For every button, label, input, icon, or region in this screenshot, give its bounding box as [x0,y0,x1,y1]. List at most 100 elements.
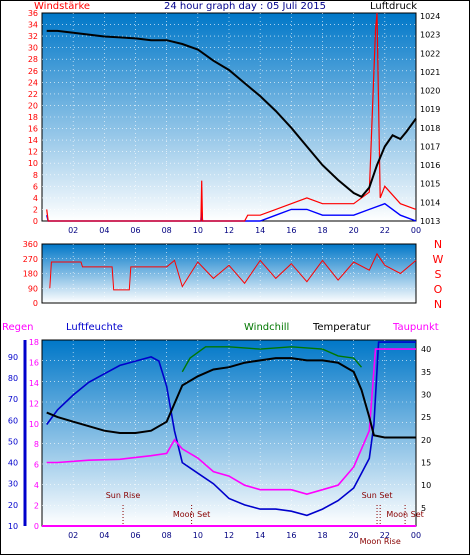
rain-label: Regen [2,322,34,333]
x-tick-label: 20 [349,226,359,235]
x-tick-label: 22 [380,531,390,540]
temperature-y-tick: 10 [421,481,431,490]
pressure-y-tick: 1023 [420,31,440,40]
x-tick-label: 14 [255,531,265,540]
pressure-y-tick: 1016 [420,161,440,170]
temperature-y-tick: 15 [421,458,431,467]
humidity-y-tick: 60 [8,416,18,425]
pressure-y-tick: 1017 [420,142,440,151]
rain-y-tick: 4 [34,481,39,490]
rain-y-tick: 2 [34,502,39,511]
wind-y-tick: 16 [28,125,38,134]
wind-y-tick: 34 [28,21,38,30]
temperature-y-tick: 30 [421,390,431,399]
wind-y-tick: 24 [28,78,38,87]
wind-y-tick: 36 [28,9,38,18]
pressure-y-tick: 1024 [420,12,440,21]
wind-y-tick: 0 [33,217,38,226]
wind-y-tick: 4 [33,194,38,203]
pressure-y-tick: 1015 [420,180,440,189]
dewpoint-label: Taupunkt [392,322,439,333]
pressure-y-tick: 1013 [420,217,440,226]
x-tick-label: 08 [162,531,172,540]
rain-y-tick: 10 [29,420,39,429]
rain-y-tick: 18 [29,338,39,347]
wind-y-tick: 8 [33,171,38,180]
pressure-y-tick: 1021 [420,68,440,77]
x-tick-label: 16 [286,531,296,540]
x-tick-label: 04 [99,531,109,540]
wind-y-tick: 32 [28,32,38,41]
wind-y-tick: 6 [33,182,38,191]
x-tick-label: 08 [162,226,172,235]
pressure-axis-label: Luftdruck [370,1,417,12]
direction-y-tick: 360 [23,240,38,249]
wind-y-tick: 14 [28,136,38,145]
rain-y-tick: 12 [29,399,39,408]
rain-y-tick: 0 [34,522,39,531]
temperature-humidity-panel: 0246810121416181020304050607080905101520… [8,338,431,546]
pressure-series-line [46,29,417,199]
compass-label: S [435,268,442,281]
x-tick-label: 00 [411,531,421,540]
pressure-y-tick: 1022 [420,49,440,58]
x-tick-label: 04 [99,226,109,235]
rain-y-tick: 8 [34,440,39,449]
x-tick-label: 06 [130,226,140,235]
temperature-y-tick: 25 [421,413,431,422]
wind-y-tick: 26 [28,67,38,76]
x-tick-label: 14 [255,226,265,235]
rain-y-tick: 6 [34,461,39,470]
x-tick-label: 20 [349,531,359,540]
pressure-y-tick: 1018 [420,124,440,133]
plot-area [41,243,417,304]
rain-y-tick: 14 [29,379,39,388]
annotation-label: Sun Set [362,491,393,500]
x-tick-label: 00 [411,226,421,235]
wind-series-line [46,12,417,222]
wind-y-tick: 18 [28,113,38,122]
temperature-label: Temperatur [312,322,371,333]
x-tick-label: 18 [317,226,327,235]
x-tick-label: 02 [68,531,78,540]
x-tick-label: 22 [380,226,390,235]
wind-pressure-panel: 0246810121416182022242628303234361013101… [28,9,441,235]
wind-y-tick: 30 [28,44,38,53]
chart-title: 24 hour graph day : 05 Juli 2015 [164,1,326,12]
windchill-label: Windchill [244,322,289,333]
x-tick-label: 10 [193,531,203,540]
direction-y-tick: 0 [33,299,38,308]
direction-y-tick: 180 [23,270,38,279]
humidity-y-tick: 90 [8,353,18,362]
compass-label: O [434,283,443,296]
wind-y-tick: 22 [28,90,38,99]
x-tick-label: 10 [193,226,203,235]
x-tick-label: 18 [317,531,327,540]
compass-label: N [434,238,442,251]
pressure-y-tick: 1014 [420,198,440,207]
x-tick-label: 12 [224,226,234,235]
pressure-y-tick: 1020 [420,87,440,96]
humidity-y-tick: 30 [8,480,18,489]
compass-label: N [434,298,442,311]
annotation-label: Moon Set [173,510,210,519]
pressure-y-tick: 1019 [420,105,440,114]
compass-label: W [433,253,444,266]
windchill-series-line [181,346,363,373]
wind-y-tick: 12 [28,148,38,157]
humidity-y-tick: 20 [8,501,18,510]
humidity-label: Luftfeuchte [66,322,123,333]
wind-y-tick: 2 [33,205,38,214]
x-tick-label: 02 [68,226,78,235]
annotation-label: Sun Rise [106,491,141,500]
x-tick-label: 16 [286,226,296,235]
annotation-label: Moon Rise [360,537,401,546]
direction-y-tick: 270 [23,255,38,264]
temperature-y-tick: 35 [421,368,431,377]
annotation-label: Moon Set [386,510,423,519]
humidity-series-line [46,341,416,517]
direction-series-line [49,252,417,291]
x-tick-label: 12 [224,531,234,540]
